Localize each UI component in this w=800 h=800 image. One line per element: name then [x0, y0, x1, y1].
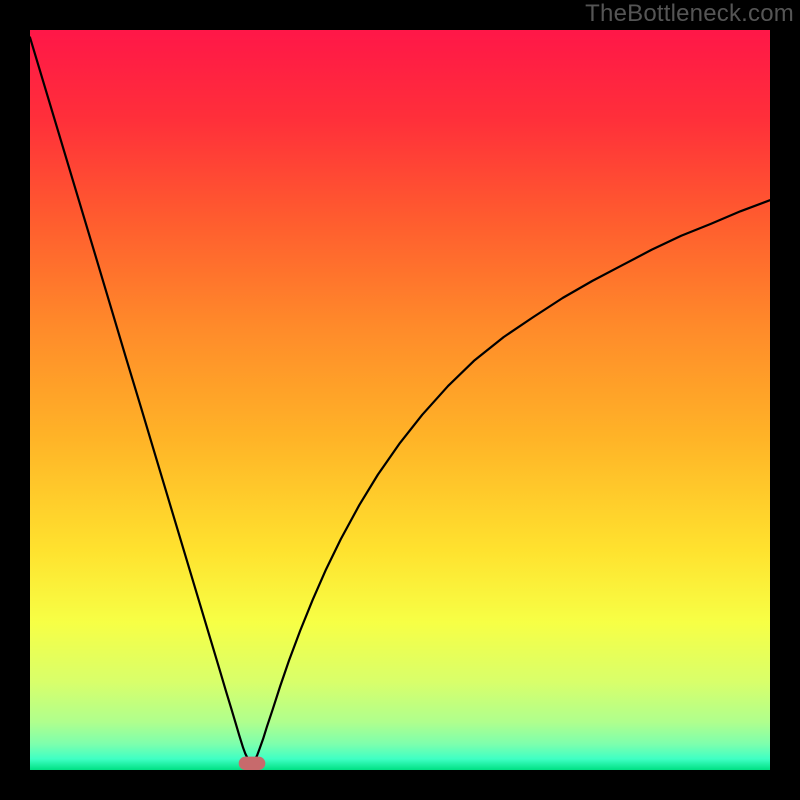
chart-plot-area [30, 30, 770, 770]
curve-min-marker [239, 757, 266, 770]
chart-svg [30, 30, 770, 770]
chart-outer: TheBottleneck.com [0, 0, 800, 800]
chart-background [30, 30, 770, 770]
watermark-text: TheBottleneck.com [585, 0, 794, 28]
